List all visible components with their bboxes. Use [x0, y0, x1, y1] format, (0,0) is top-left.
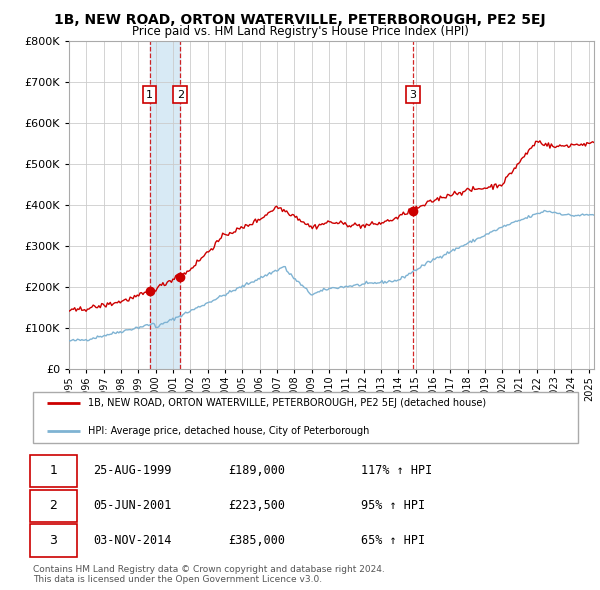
Text: 05-JUN-2001: 05-JUN-2001 — [94, 499, 172, 513]
Text: £189,000: £189,000 — [229, 464, 286, 477]
FancyBboxPatch shape — [30, 455, 77, 487]
Text: 1B, NEW ROAD, ORTON WATERVILLE, PETERBOROUGH, PE2 5EJ (detached house): 1B, NEW ROAD, ORTON WATERVILLE, PETERBOR… — [88, 398, 486, 408]
Text: 1: 1 — [146, 90, 153, 100]
Text: 95% ↑ HPI: 95% ↑ HPI — [361, 499, 425, 513]
FancyBboxPatch shape — [30, 525, 77, 557]
Text: 25-AUG-1999: 25-AUG-1999 — [94, 464, 172, 477]
Text: 2: 2 — [177, 90, 184, 100]
Text: HPI: Average price, detached house, City of Peterborough: HPI: Average price, detached house, City… — [88, 427, 370, 437]
Text: £223,500: £223,500 — [229, 499, 286, 513]
Text: 03-NOV-2014: 03-NOV-2014 — [94, 535, 172, 548]
Bar — [149, 41, 181, 369]
Text: Contains HM Land Registry data © Crown copyright and database right 2024.
This d: Contains HM Land Registry data © Crown c… — [33, 565, 385, 584]
Text: 1B, NEW ROAD, ORTON WATERVILLE, PETERBOROUGH, PE2 5EJ: 1B, NEW ROAD, ORTON WATERVILLE, PETERBOR… — [54, 13, 546, 27]
FancyBboxPatch shape — [33, 392, 578, 443]
Text: 2: 2 — [50, 499, 58, 513]
FancyBboxPatch shape — [30, 490, 77, 522]
Text: 1: 1 — [50, 464, 58, 477]
Text: 3: 3 — [50, 535, 58, 548]
Text: 65% ↑ HPI: 65% ↑ HPI — [361, 535, 425, 548]
Text: 117% ↑ HPI: 117% ↑ HPI — [361, 464, 433, 477]
Text: £385,000: £385,000 — [229, 535, 286, 548]
Text: Price paid vs. HM Land Registry's House Price Index (HPI): Price paid vs. HM Land Registry's House … — [131, 25, 469, 38]
Text: 3: 3 — [409, 90, 416, 100]
